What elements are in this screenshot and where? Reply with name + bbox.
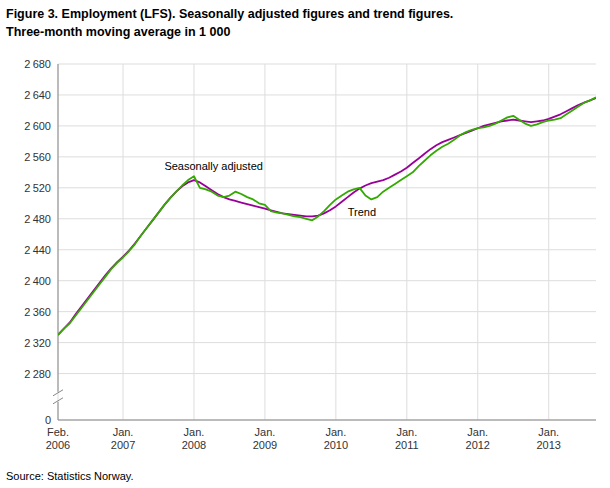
x-grid-line bbox=[406, 64, 407, 420]
x-tick-label: Jan.2009 bbox=[253, 426, 277, 451]
x-tick-label-line: 2010 bbox=[324, 439, 348, 451]
x-tick-label-line: 2006 bbox=[46, 439, 70, 451]
x-tick-label: Jan.2010 bbox=[324, 426, 348, 451]
x-tick-label: Jan.2012 bbox=[466, 426, 490, 451]
x-tick-label-line: 2008 bbox=[182, 439, 206, 451]
source-note: Source: Statistics Norway. bbox=[6, 470, 134, 482]
y-tick-label: 2 560 bbox=[24, 151, 51, 163]
x-tick-label-line: Jan. bbox=[325, 426, 346, 438]
x-tick-label-line: Jan. bbox=[467, 426, 488, 438]
y-grid-line bbox=[58, 342, 596, 343]
x-grid-line bbox=[264, 64, 265, 420]
y-grid-line bbox=[58, 218, 596, 219]
y-tick-label: 2 320 bbox=[24, 337, 51, 349]
y-grid-line bbox=[58, 311, 596, 312]
grid bbox=[58, 64, 596, 420]
x-grid-line bbox=[193, 64, 194, 420]
x-tick-label-line: 2012 bbox=[466, 439, 490, 451]
x-tick-label-line: 2013 bbox=[536, 439, 560, 451]
y-grid-line bbox=[58, 125, 596, 126]
y-tick-label: 2 280 bbox=[24, 368, 51, 380]
x-grid-line bbox=[58, 64, 59, 420]
title: Figure 3. Employment (LFS). Seasonally a… bbox=[6, 7, 453, 21]
series-line bbox=[58, 97, 596, 335]
y-grid-line bbox=[58, 94, 596, 95]
x-tick-label-line: Jan. bbox=[396, 426, 417, 438]
y-tick-label: 2 600 bbox=[24, 120, 51, 132]
x-axis-line bbox=[58, 420, 596, 421]
x-grid-line bbox=[548, 64, 549, 420]
x-tick-label-line: 2007 bbox=[111, 439, 135, 451]
x-tick-label: Jan.2011 bbox=[395, 426, 419, 451]
y-tick-label: 2 520 bbox=[24, 182, 51, 194]
x-tick-label-line: Jan. bbox=[184, 426, 205, 438]
x-tick-label-line: Jan. bbox=[255, 426, 276, 438]
y-grid-line bbox=[58, 156, 596, 157]
x-grid-line bbox=[123, 64, 124, 420]
x-tick-label-line: Jan. bbox=[113, 426, 134, 438]
axis-line bbox=[58, 402, 59, 420]
y-tick-label: 2 680 bbox=[24, 58, 51, 70]
y-grid-line bbox=[58, 187, 596, 188]
y-axis bbox=[53, 64, 63, 420]
y-tick-label: 2 480 bbox=[24, 213, 51, 225]
x-tick-label: Feb.2006 bbox=[46, 426, 70, 451]
x-tick-label-line: 2011 bbox=[395, 439, 419, 451]
y-tick-label: 0 bbox=[45, 414, 51, 426]
series-line bbox=[58, 98, 596, 335]
x-grid-line bbox=[477, 64, 478, 420]
y-grid-line bbox=[58, 373, 596, 374]
x-tick-label: Jan.2007 bbox=[111, 426, 135, 451]
y-grid-line bbox=[58, 249, 596, 250]
plot-area bbox=[58, 97, 596, 335]
y-tick-label: 2 440 bbox=[24, 244, 51, 256]
x-tick-label-line: Feb. bbox=[47, 426, 69, 438]
x-tick-label: Jan.2013 bbox=[536, 426, 560, 451]
y-grid-line bbox=[58, 280, 596, 281]
y-tick-label: 2 400 bbox=[24, 275, 51, 287]
y-grid-line bbox=[58, 64, 596, 65]
y-tick-label: 2 360 bbox=[24, 306, 51, 318]
subtitle: Three-month moving average in 1 000 bbox=[6, 25, 230, 39]
y-grid-line bbox=[58, 420, 596, 421]
axis-break bbox=[53, 398, 63, 404]
y-tick-label: 2 640 bbox=[24, 89, 51, 101]
axis-line bbox=[58, 64, 59, 392]
series-label: Trend bbox=[348, 206, 376, 218]
x-tick-label: Jan.2008 bbox=[182, 426, 206, 451]
chart: Figure 3. Employment (LFS). Seasonally a… bbox=[0, 0, 610, 488]
x-tick-label-line: 2009 bbox=[253, 439, 277, 451]
series-label: Seasonally adjusted bbox=[164, 160, 262, 172]
x-tick-label-line: Jan. bbox=[538, 426, 559, 438]
x-grid-line bbox=[335, 64, 336, 420]
